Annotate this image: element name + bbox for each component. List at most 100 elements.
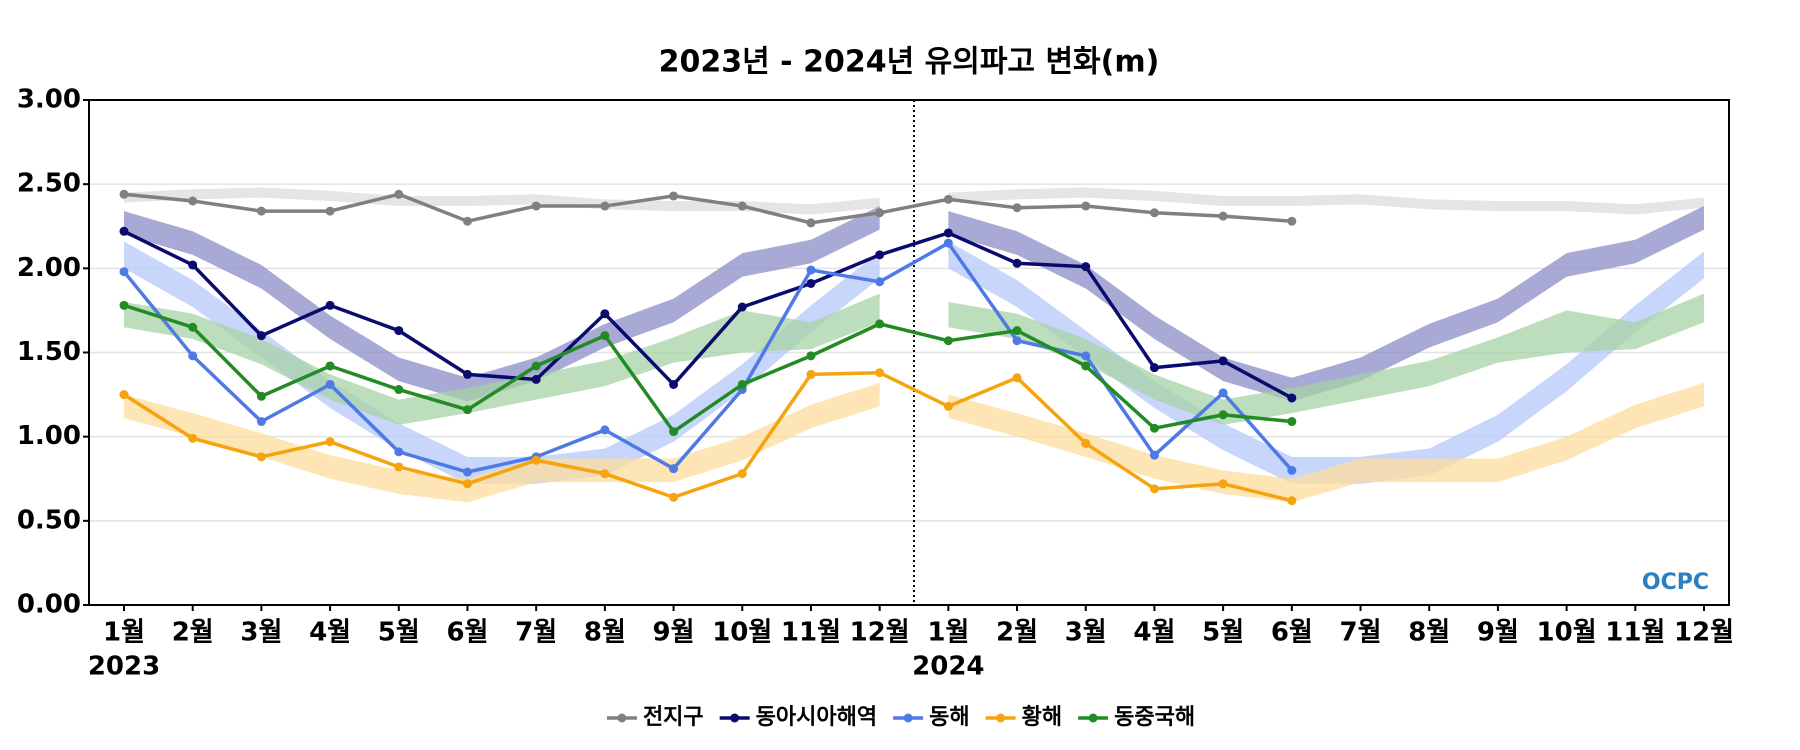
data-point (1081, 438, 1091, 448)
x-tick-label: 11월 (1605, 618, 1665, 648)
x-tick-label: 4월 (309, 618, 351, 648)
data-point (119, 226, 129, 236)
series-line (122, 240, 1294, 474)
legend-label: 동중국해 (1114, 705, 1195, 730)
climatology-band (124, 382, 880, 503)
y-tick-label: 0.50 (17, 505, 81, 535)
data-point (806, 369, 816, 379)
legend-label: 동해 (929, 705, 969, 730)
x-tick-label: 5월 (1202, 618, 1244, 648)
x-tick-label: 10월 (712, 618, 772, 648)
data-point (462, 369, 472, 379)
data-point (943, 228, 953, 238)
climatology-band (124, 187, 880, 215)
data-point (943, 401, 953, 411)
data-point (188, 322, 198, 332)
x-tick-label: 5월 (378, 618, 420, 648)
data-point (600, 309, 610, 319)
data-point (394, 447, 404, 457)
data-point (1081, 351, 1091, 361)
data-point (531, 201, 541, 211)
watermark: OCPC (1642, 570, 1709, 595)
data-point (394, 385, 404, 395)
data-point (1081, 262, 1091, 272)
data-point (531, 374, 541, 384)
data-point (188, 351, 198, 361)
series-line (123, 370, 1293, 503)
legend-marker (903, 713, 913, 723)
data-point (806, 218, 816, 228)
year-label: 2024 (912, 652, 984, 682)
x-tick-label: 3월 (1065, 618, 1107, 648)
x-tick-label: 2월 (996, 618, 1038, 648)
climatology-band (124, 293, 880, 425)
data-point (1287, 417, 1297, 427)
x-tick-label: 4월 (1133, 618, 1175, 648)
data-point (1287, 393, 1297, 403)
x-tick-label: 7월 (515, 618, 557, 648)
data-point (669, 191, 679, 201)
data-point (531, 455, 541, 465)
data-point (325, 379, 335, 389)
data-point (806, 278, 816, 288)
data-point (943, 336, 953, 346)
data-point (188, 433, 198, 443)
x-tick-label: 6월 (446, 618, 488, 648)
x-tick-label: 7월 (1340, 618, 1382, 648)
data-point (462, 467, 472, 477)
data-point (600, 425, 610, 435)
data-point (188, 196, 198, 206)
data-point (943, 238, 953, 248)
year-label: 2023 (88, 652, 160, 682)
data-point (119, 189, 129, 199)
data-point (1012, 203, 1022, 213)
data-point (1218, 388, 1228, 398)
data-point (531, 361, 541, 371)
data-point (325, 361, 335, 371)
data-point (1081, 361, 1091, 371)
legend-label: 동아시아해역 (756, 705, 877, 730)
data-point (875, 277, 885, 287)
data-point (1287, 465, 1297, 475)
x-tick-label: 11월 (781, 618, 841, 648)
legend-item: 동아시아해역 (719, 705, 877, 730)
data-point (1287, 496, 1297, 506)
data-point (875, 250, 885, 260)
series-line (123, 229, 1293, 400)
data-point (462, 479, 472, 489)
x-tick-label: 6월 (1271, 618, 1313, 648)
climatology-band (948, 241, 1704, 484)
climatology-band (124, 241, 880, 484)
data-point (1149, 423, 1159, 433)
data-point (737, 201, 747, 211)
data-point (119, 267, 129, 277)
data-point (1218, 356, 1228, 366)
data-point (669, 427, 679, 437)
data-point (1149, 208, 1159, 218)
data-point (600, 469, 610, 479)
data-point (1149, 450, 1159, 460)
data-point (394, 326, 404, 336)
y-tick-label: 2.50 (17, 169, 81, 199)
data-point (669, 492, 679, 502)
climatology-band (948, 382, 1704, 503)
data-point (256, 391, 266, 401)
data-point (256, 417, 266, 427)
legend-marker (1088, 713, 1098, 723)
x-tick-label: 8월 (1408, 618, 1450, 648)
series-line (123, 303, 1292, 435)
legend-label: 황해 (1022, 705, 1062, 730)
legend-item: 동해 (893, 705, 970, 730)
data-point (669, 464, 679, 474)
data-point (1012, 258, 1022, 268)
data-point (875, 319, 885, 329)
data-point (943, 194, 953, 204)
data-point (462, 216, 472, 226)
data-point (1218, 211, 1228, 221)
data-point (1081, 201, 1091, 211)
legend-item: 동중국해 (1078, 705, 1195, 730)
data-point (600, 201, 610, 211)
legend-item: 황해 (985, 705, 1062, 730)
data-point (256, 452, 266, 462)
